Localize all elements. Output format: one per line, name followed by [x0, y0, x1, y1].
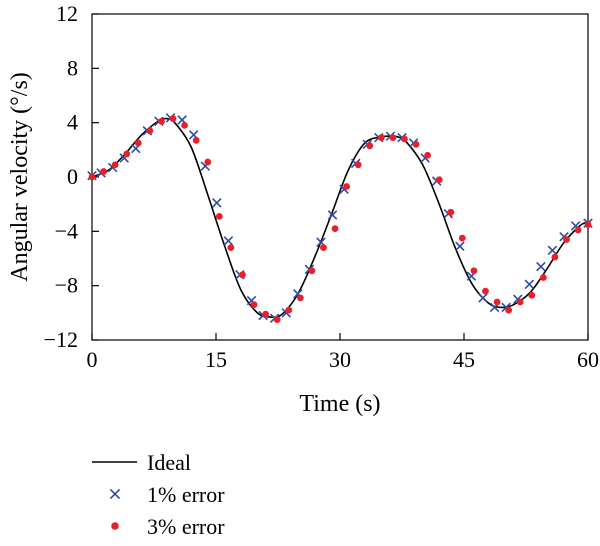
error-3pct-point	[551, 253, 559, 261]
error-3pct-point	[123, 150, 131, 158]
error-3pct-point	[458, 234, 466, 242]
error-3pct-point	[389, 134, 397, 142]
series-layer	[87, 113, 593, 324]
x-axis-label: Time (s)	[299, 391, 380, 417]
x-tick-label: 15	[205, 347, 227, 372]
plot-frame	[91, 13, 589, 341]
error-3pct-point	[204, 158, 212, 166]
error-3pct-point	[100, 168, 107, 175]
legend-label: 3% error	[147, 514, 225, 539]
error-1pct-point	[524, 279, 535, 290]
error-3pct-point	[435, 176, 443, 184]
y-tick-label: −4	[55, 218, 78, 243]
error-3pct-point	[146, 127, 154, 135]
plot-area: 0 15 30 45 60 −12 −8 −4 0 4 8 12	[44, 1, 599, 372]
error-3pct-point	[493, 298, 501, 306]
error-3pct-point	[239, 271, 246, 279]
axis-ticks: 0 15 30 45 60 −12 −8 −4 0 4 8 12	[44, 1, 599, 372]
x-tick-label: 30	[329, 347, 351, 372]
y-axis-label: Angular velocity (°/s)	[7, 72, 33, 282]
error-3pct-point	[158, 117, 165, 125]
y-tick-label: −8	[55, 273, 78, 298]
ideal-series-line	[91, 117, 589, 319]
error-3pct-point	[584, 221, 592, 228]
error-1pct-point	[455, 241, 465, 252]
error-1pct-point	[536, 261, 546, 272]
error-3pct-point	[505, 306, 513, 314]
legend-error-1pct-swatch	[109, 488, 121, 500]
legend-label: Ideal	[147, 450, 191, 475]
legend: Ideal 1% error 3% error	[92, 450, 225, 539]
legend-error-3pct-swatch	[111, 522, 119, 530]
y-tick-label: 0	[67, 164, 78, 189]
error-1pct-point	[223, 236, 234, 246]
error-3pct-point	[528, 291, 536, 299]
error-3pct-point	[215, 212, 223, 220]
error-3pct-point	[285, 306, 293, 314]
error-3pct-point	[516, 298, 524, 306]
y-tick-label: 8	[67, 55, 78, 80]
error-3pct-point	[447, 208, 455, 216]
error-3pct-point	[412, 141, 420, 148]
error-3pct-point	[539, 274, 547, 281]
y-tick-label: −12	[44, 327, 78, 352]
error-3pct-point	[343, 183, 351, 190]
error-1pct-point	[327, 210, 338, 220]
error-3pct-point	[169, 115, 177, 122]
legend-label: 1% error	[147, 482, 225, 507]
error-3pct-point	[331, 225, 339, 233]
y-tick-label: 12	[56, 1, 78, 26]
error-3pct-point	[262, 310, 269, 318]
error-3pct-point	[250, 301, 258, 309]
error-3pct-point	[134, 139, 142, 147]
error-1pct-point	[478, 293, 488, 303]
error-3pct-point	[227, 244, 235, 252]
error-3pct-point	[470, 267, 478, 275]
x-tick-label: 45	[453, 347, 475, 372]
error-3pct-point	[366, 142, 374, 150]
error-3pct-point	[563, 236, 570, 243]
error-1pct-point	[212, 198, 222, 208]
error-3pct-point	[377, 134, 385, 142]
error-3pct-point	[296, 294, 304, 302]
y-tick-label: 4	[67, 110, 78, 135]
error-3pct-point	[354, 161, 362, 169]
error-1pct-point	[547, 245, 558, 256]
error-3pct-point	[320, 244, 327, 252]
x-tick-label: 0	[87, 347, 98, 372]
error-3pct-point	[192, 136, 200, 144]
error-3pct-point	[111, 161, 119, 169]
x-tick-label: 60	[577, 347, 599, 372]
error-3pct-point	[88, 173, 96, 181]
error-3pct-point	[482, 287, 489, 295]
error-3pct-point	[308, 267, 316, 275]
error-3pct-point	[424, 151, 432, 159]
error-3pct-point	[181, 121, 188, 129]
error-3pct-point	[401, 135, 408, 143]
error-3pct-point	[273, 316, 281, 324]
error-3pct-point	[574, 226, 582, 234]
